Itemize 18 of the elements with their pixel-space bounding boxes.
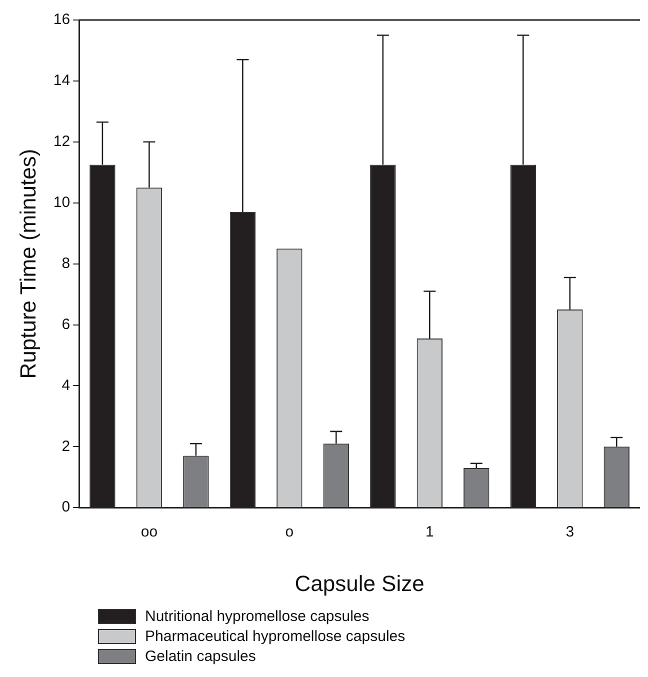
y-tick-label: 14 bbox=[53, 72, 70, 90]
y-tick-label: 4 bbox=[62, 376, 70, 394]
x-tick-label: 1 bbox=[425, 524, 434, 541]
legend-label: Nutritional hypromellose capsules bbox=[145, 608, 370, 624]
y-tick-label: 12 bbox=[53, 133, 70, 150]
y-tick-label: 8 bbox=[62, 254, 70, 272]
y-tick-label: 2 bbox=[62, 438, 70, 455]
y-tick-label: 16 bbox=[53, 11, 70, 28]
y-tick-label: 10 bbox=[53, 194, 70, 211]
legend-label: Gelatin capsules bbox=[145, 648, 256, 664]
y-tick-label: 6 bbox=[62, 316, 70, 333]
legend-label: Pharmaceutical hypromellose capsules bbox=[145, 628, 406, 644]
y-axis-title: Rupture Time (minutes) bbox=[15, 148, 40, 379]
x-axis-title: Capsule Size bbox=[294, 570, 424, 596]
x-tick-label: oo bbox=[140, 524, 158, 541]
y-tick-label: 0 bbox=[62, 498, 70, 516]
x-tick-label: 3 bbox=[566, 524, 574, 541]
x-tick-label: o bbox=[285, 524, 294, 541]
